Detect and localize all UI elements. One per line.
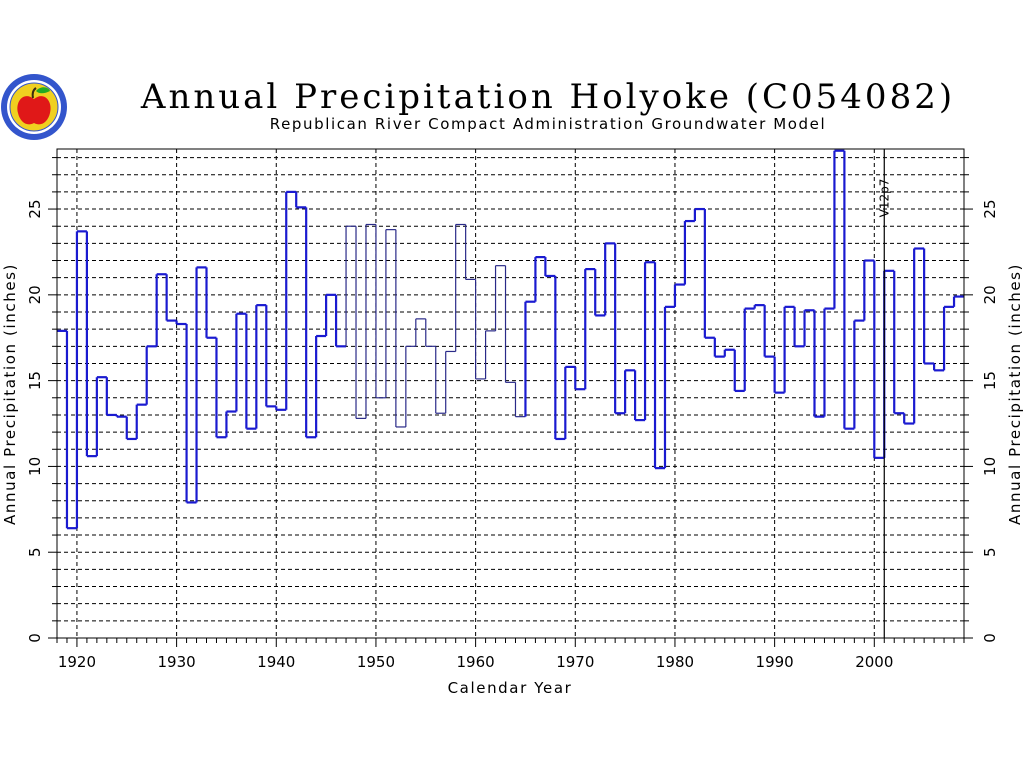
x-tick-label: 1970	[556, 653, 594, 671]
chart-title: Annual Precipitation Holyoke (C054082)	[140, 77, 955, 117]
y-tick-label-left: 0	[26, 633, 44, 643]
y-tick-label-right: 10	[981, 457, 999, 476]
x-tick-label: 1950	[357, 653, 395, 671]
annotation-label: V12p7	[877, 179, 891, 218]
y-tick-label-right: 15	[981, 371, 999, 390]
x-tick-label: 1960	[457, 653, 495, 671]
grid-lines	[57, 149, 964, 638]
y-tick-label-right: 5	[981, 547, 999, 557]
y-tick-label-left: 10	[26, 457, 44, 476]
y-tick-label-left: 20	[26, 285, 44, 304]
axes: 1920 1930 1940 1950 1960 1970 1980 1990 2000 0 0 5 5…	[26, 148, 999, 671]
y-tick-label-left: 5	[26, 547, 44, 557]
x-tick-label: 1930	[158, 653, 196, 671]
y-tick-label-left: 25	[26, 200, 44, 219]
y-tick-label-right: 20	[981, 285, 999, 304]
y-axis-title-right: Annual Precipitation (inches)	[1006, 263, 1024, 525]
x-axis-title: Calendar Year	[448, 679, 573, 697]
x-tick-label: 2000	[855, 653, 893, 671]
y-tick-label-left: 15	[26, 371, 44, 390]
annotation-layer: V12p7	[877, 149, 891, 638]
x-tick-label: 1940	[257, 653, 295, 671]
y-tick-label-right: 25	[981, 200, 999, 219]
x-tick-label: 1980	[656, 653, 694, 671]
series-layer	[57, 149, 964, 530]
plot-frame	[56, 148, 965, 639]
x-tick-label: 1920	[58, 653, 96, 671]
chart-subtitle: Republican River Compact Administration …	[270, 115, 827, 133]
y-axis-title-left: Annual Precipitation (inches)	[1, 263, 19, 525]
apple-seal-logo-icon	[1, 74, 67, 140]
x-tick-label: 1990	[756, 653, 794, 671]
y-tick-label-right: 0	[981, 633, 999, 643]
